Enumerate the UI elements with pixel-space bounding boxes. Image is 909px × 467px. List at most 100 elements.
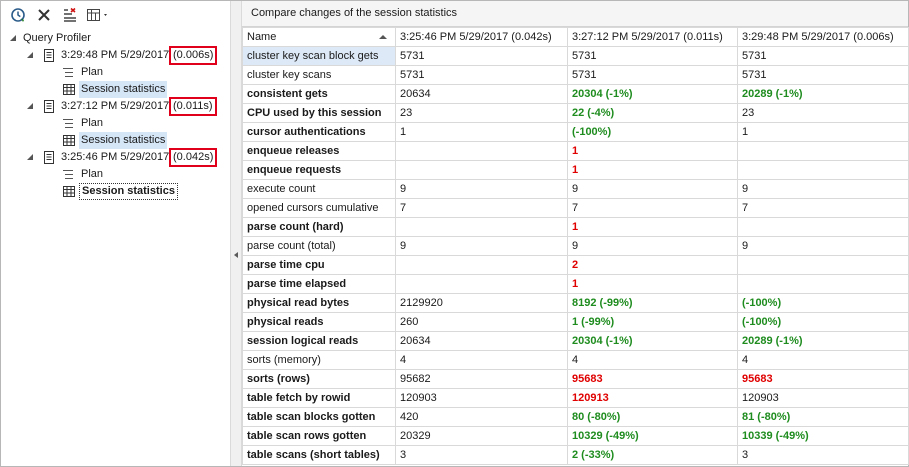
table-view-icon[interactable]: [85, 4, 111, 26]
collapse-arrow-icon[interactable]: [26, 51, 36, 61]
collapse-arrow-icon[interactable]: [26, 153, 36, 163]
column-header-name[interactable]: Name: [242, 27, 396, 47]
statistic-name-cell[interactable]: cluster key scans: [242, 65, 396, 85]
session-value-cell[interactable]: 4: [395, 350, 568, 370]
table-row[interactable]: cluster key scans 5731 5731 5731: [242, 65, 909, 85]
session-value-cell[interactable]: 20634: [395, 84, 568, 104]
session-value-cell[interactable]: 10339 (-49%): [737, 426, 909, 446]
session-value-cell[interactable]: 9: [567, 179, 738, 199]
session-value-cell[interactable]: 23: [395, 103, 568, 123]
table-row[interactable]: parse time elapsed 1: [242, 274, 909, 294]
session-value-cell[interactable]: 95683: [567, 369, 738, 389]
session-value-cell[interactable]: 1: [567, 141, 738, 161]
session-value-cell[interactable]: [737, 217, 909, 237]
statistic-name-cell[interactable]: execute count: [242, 179, 396, 199]
session-value-cell[interactable]: 1: [567, 217, 738, 237]
session-value-cell[interactable]: (-100%): [567, 122, 738, 142]
column-header-session[interactable]: 3:27:12 PM 5/29/2017 (0.011s): [567, 27, 738, 47]
session-value-cell[interactable]: 22 (-4%): [567, 103, 738, 123]
session-value-cell[interactable]: [395, 160, 568, 180]
statistic-name-cell[interactable]: consistent gets: [242, 84, 396, 104]
session-value-cell[interactable]: [737, 274, 909, 294]
statistic-name-cell[interactable]: table scans (short tables): [242, 445, 396, 465]
table-row[interactable]: physical read bytes 2129920 8192 (-99%) (-…: [242, 293, 909, 313]
session-value-cell[interactable]: 81 (-80%): [737, 407, 909, 427]
session-value-cell[interactable]: [395, 255, 568, 275]
close-icon[interactable]: [33, 4, 55, 26]
session-value-cell[interactable]: 80 (-80%): [567, 407, 738, 427]
session-node[interactable]: 3:27:12 PM 5/29/2017 (0.011s): [1, 97, 230, 116]
session-statistics-node[interactable]: Session statistics: [1, 132, 230, 149]
session-value-cell[interactable]: [737, 160, 909, 180]
statistic-name-cell[interactable]: parse count (total): [242, 236, 396, 256]
session-value-cell[interactable]: 7: [567, 198, 738, 218]
session-value-cell[interactable]: 4: [567, 350, 738, 370]
table-row[interactable]: table fetch by rowid 120903 120913 120903: [242, 388, 909, 408]
session-value-cell[interactable]: [395, 274, 568, 294]
session-value-cell[interactable]: 9: [737, 236, 909, 256]
session-value-cell[interactable]: 7: [737, 198, 909, 218]
statistic-name-cell[interactable]: sorts (rows): [242, 369, 396, 389]
table-row[interactable]: table scan rows gotten 20329 10329 (-49%) 1…: [242, 426, 909, 446]
session-value-cell[interactable]: 3: [737, 445, 909, 465]
table-row[interactable]: cluster key scan block gets 5731 5731 5731: [242, 46, 909, 66]
session-value-cell[interactable]: 1: [567, 160, 738, 180]
session-value-cell[interactable]: 9: [395, 179, 568, 199]
session-value-cell[interactable]: 1: [737, 122, 909, 142]
statistic-name-cell[interactable]: table fetch by rowid: [242, 388, 396, 408]
session-value-cell[interactable]: 120903: [737, 388, 909, 408]
table-row[interactable]: table scan blocks gotten 420 80 (-80%) 81 (…: [242, 407, 909, 427]
statistic-name-cell[interactable]: cursor authentications: [242, 122, 396, 142]
session-value-cell[interactable]: 9: [567, 236, 738, 256]
session-value-cell[interactable]: 5731: [737, 65, 909, 85]
statistic-name-cell[interactable]: physical read bytes: [242, 293, 396, 313]
session-value-cell[interactable]: (-100%): [737, 312, 909, 332]
session-node[interactable]: 3:29:48 PM 5/29/2017 (0.006s): [1, 46, 230, 65]
collapse-arrow-icon[interactable]: [9, 34, 19, 44]
session-value-cell[interactable]: 20304 (-1%): [567, 84, 738, 104]
session-value-cell[interactable]: 260: [395, 312, 568, 332]
plan-node[interactable]: Plan: [1, 166, 230, 183]
tree-root[interactable]: Query Profiler: [1, 30, 230, 47]
statistic-name-cell[interactable]: CPU used by this session: [242, 103, 396, 123]
collapse-arrow-icon[interactable]: [26, 102, 36, 112]
session-value-cell[interactable]: 1 (-99%): [567, 312, 738, 332]
table-row[interactable]: parse count (total) 9 9 9: [242, 236, 909, 256]
session-value-cell[interactable]: 9: [395, 236, 568, 256]
column-header-session[interactable]: 3:29:48 PM 5/29/2017 (0.006s): [737, 27, 909, 47]
statistic-name-cell[interactable]: parse time cpu: [242, 255, 396, 275]
session-value-cell[interactable]: 5731: [395, 46, 568, 66]
statistic-name-cell[interactable]: session logical reads: [242, 331, 396, 351]
table-row[interactable]: CPU used by this session 23 22 (-4%) 23: [242, 103, 909, 123]
table-row[interactable]: parse time cpu 2: [242, 255, 909, 275]
statistic-name-cell[interactable]: enqueue requests: [242, 160, 396, 180]
session-value-cell[interactable]: [737, 255, 909, 275]
table-row[interactable]: sorts (memory) 4 4 4: [242, 350, 909, 370]
session-value-cell[interactable]: 5731: [395, 65, 568, 85]
table-row[interactable]: sorts (rows) 95682 95683 95683: [242, 369, 909, 389]
session-value-cell[interactable]: 3: [395, 445, 568, 465]
table-row[interactable]: physical reads 260 1 (-99%) (-100%): [242, 312, 909, 332]
pane-splitter[interactable]: [230, 1, 242, 466]
statistic-name-cell[interactable]: parse count (hard): [242, 217, 396, 237]
session-value-cell[interactable]: 5731: [567, 65, 738, 85]
session-value-cell[interactable]: 5731: [567, 46, 738, 66]
statistic-name-cell[interactable]: physical reads: [242, 312, 396, 332]
session-statistics-node-selected[interactable]: Session statistics: [1, 183, 230, 200]
clock-refresh-icon[interactable]: [7, 4, 29, 26]
session-value-cell[interactable]: 2129920: [395, 293, 568, 313]
session-value-cell[interactable]: 95682: [395, 369, 568, 389]
session-value-cell[interactable]: 1: [567, 274, 738, 294]
session-value-cell[interactable]: 20304 (-1%): [567, 331, 738, 351]
session-value-cell[interactable]: [395, 217, 568, 237]
session-value-cell[interactable]: 20289 (-1%): [737, 331, 909, 351]
statistic-name-cell[interactable]: table scan blocks gotten: [242, 407, 396, 427]
table-row[interactable]: consistent gets 20634 20304 (-1%) 20289 (-1…: [242, 84, 909, 104]
statistic-name-cell[interactable]: cluster key scan block gets: [242, 46, 396, 66]
collapse-left-arrow-icon[interactable]: [234, 252, 238, 258]
table-row[interactable]: table scans (short tables) 3 2 (-33%) 3: [242, 445, 909, 465]
session-value-cell[interactable]: 7: [395, 198, 568, 218]
session-value-cell[interactable]: 2: [567, 255, 738, 275]
session-value-cell[interactable]: 23: [737, 103, 909, 123]
plan-node[interactable]: Plan: [1, 115, 230, 132]
